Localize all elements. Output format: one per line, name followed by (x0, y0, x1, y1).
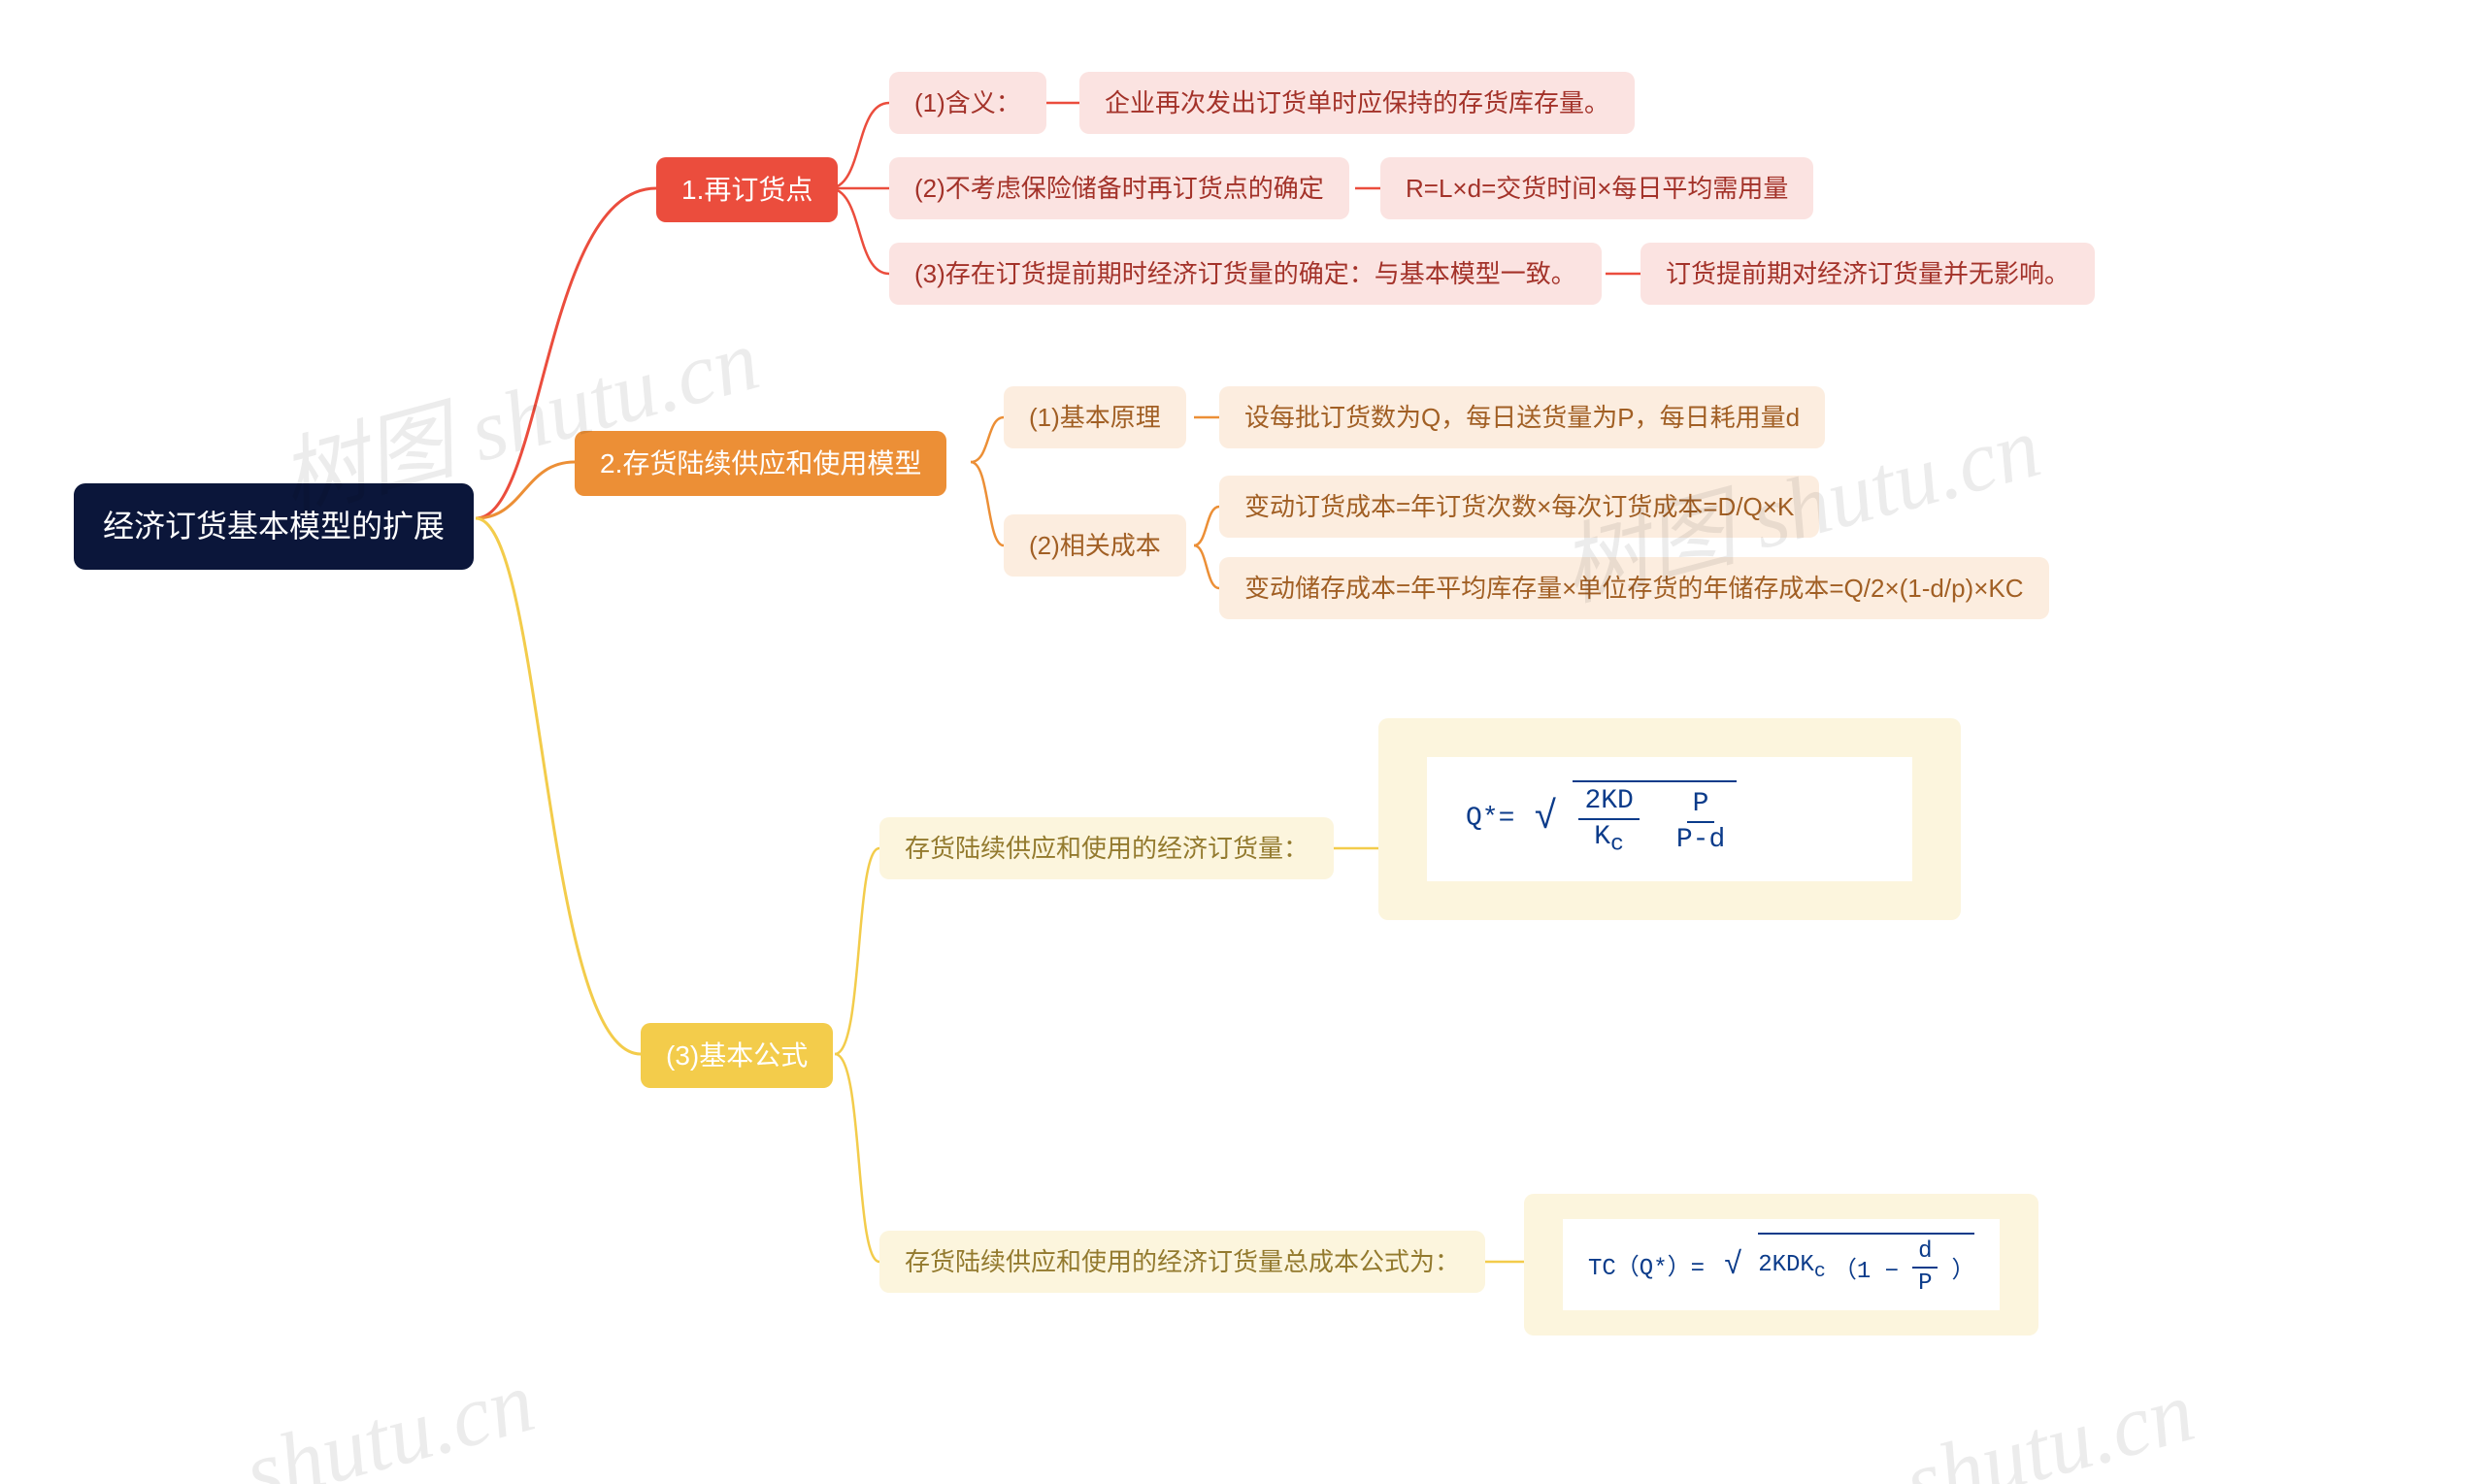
formula2-frac: d P (1912, 1238, 1938, 1297)
formula1-radicand: 2KD Kc P P-d (1573, 780, 1737, 858)
formula2-rad: 2KDKc (1758, 1252, 1826, 1283)
root-node[interactable]: 经济订货基本模型的扩展 (74, 483, 474, 570)
formula-box-1: Q*= √ 2KD Kc P P-d (1378, 718, 1961, 920)
watermark-3: shutu.cn (1895, 1362, 2204, 1484)
formula1-lhs: Q*= (1466, 804, 1514, 834)
leaf-node-l31a[interactable]: 存货陆续供应和使用的经济订货量： (879, 817, 1334, 879)
sqrt-icon: √ (1534, 797, 1557, 841)
formula-box-2: TC（Q*）= √ 2KDKc （1 − d P ） (1524, 1194, 2038, 1336)
formula1-frac1: 2KD Kc (1578, 786, 1639, 858)
formula-1-content: Q*= √ 2KD Kc P P-d (1427, 757, 1912, 881)
leaf-node-l11a[interactable]: (1)含义： (889, 72, 1046, 134)
branch-node-b1[interactable]: 1.再订货点 (656, 157, 838, 222)
formula1-f2-num: P (1687, 789, 1715, 823)
formula1-f1-num: 2KD (1578, 786, 1639, 820)
watermark-2: shutu.cn (235, 1352, 545, 1484)
leaf-node-l22a[interactable]: (2)相关成本 (1004, 514, 1186, 577)
leaf-node-l22c[interactable]: 变动储存成本=年平均库存量×单位存货的年储存成本=Q/2×(1-d/p)×KC (1219, 557, 2049, 619)
leaf-node-l13a[interactable]: (3)存在订货提前期时经济订货量的确定：与基本模型一致。 (889, 243, 1602, 305)
sqrt-icon: √ (1724, 1247, 1742, 1283)
formula2-lhs: TC（Q*）= (1588, 1247, 1705, 1282)
branch-node-b2[interactable]: 2.存货陆续供应和使用模型 (575, 431, 946, 496)
formula1-f1-den: Kc (1588, 820, 1630, 858)
leaf-node-l21b[interactable]: 设每批订货数为Q，每日送货量为P，每日耗用量d (1219, 386, 1825, 448)
leaf-node-l12a[interactable]: (2)不考虑保险储备时再订货点的确定 (889, 157, 1349, 219)
formula2-radicand: 2KDKc （1 − d P ） (1758, 1233, 1974, 1297)
formula-2-content: TC（Q*）= √ 2KDKc （1 − d P ） (1563, 1219, 2000, 1310)
formula2-pre: （1 − (1834, 1250, 1899, 1285)
leaf-node-l22b[interactable]: 变动订货成本=年订货次数×每次订货成本=D/Q×K (1219, 476, 1819, 538)
leaf-node-l21a[interactable]: (1)基本原理 (1004, 386, 1186, 448)
leaf-node-l11b[interactable]: 企业再次发出订货单时应保持的存货库存量。 (1079, 72, 1635, 134)
formula1-frac2: P P-d (1671, 789, 1731, 855)
branch-node-b3[interactable]: (3)基本公式 (641, 1023, 833, 1088)
formula2-fd: P (1912, 1269, 1938, 1297)
leaf-node-l12b[interactable]: R=L×d=交货时间×每日平均需用量 (1380, 157, 1813, 219)
formula2-fn: d (1912, 1238, 1938, 1269)
formula2-post: ） (1951, 1250, 1974, 1285)
leaf-node-l13b[interactable]: 订货提前期对经济订货量并无影响。 (1640, 243, 2095, 305)
leaf-node-l32a[interactable]: 存货陆续供应和使用的经济订货量总成本公式为： (879, 1231, 1485, 1293)
formula1-f2-den: P-d (1671, 823, 1731, 855)
